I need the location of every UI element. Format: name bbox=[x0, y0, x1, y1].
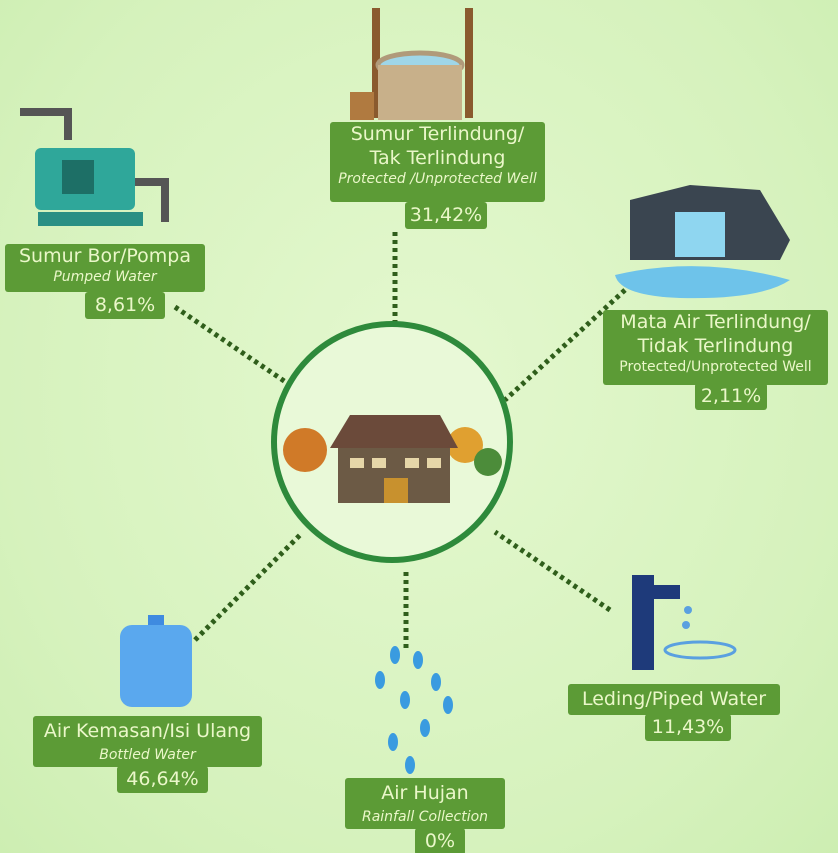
node-box: Mata Air Terlindung/ Tidak Terlindung Pr… bbox=[603, 310, 828, 385]
tap-icon bbox=[632, 575, 735, 670]
pump-icon bbox=[20, 112, 165, 226]
node-title: Tidak Terlindung bbox=[603, 334, 828, 358]
node-value: 0% bbox=[415, 828, 465, 853]
node-title: Air Kemasan/Isi Ulang bbox=[33, 716, 262, 746]
node-title: Sumur Bor/Pompa bbox=[5, 244, 205, 268]
node-title: Mata Air Terlindung/ bbox=[603, 310, 828, 334]
node-subtitle: Protected/Unprotected Well bbox=[603, 358, 828, 376]
node-subtitle: Pumped Water bbox=[5, 268, 205, 286]
node-title: Air Hujan bbox=[345, 778, 505, 808]
node-value: 31,42% bbox=[405, 202, 487, 229]
node-title: Tak Terlindung bbox=[330, 146, 545, 170]
connector bbox=[175, 307, 290, 385]
node-box: Sumur Bor/Pompa Pumped Water bbox=[5, 244, 205, 292]
connector bbox=[195, 535, 300, 640]
node-box: Air Kemasan/Isi Ulang Bottled Water bbox=[33, 716, 262, 767]
connector bbox=[495, 532, 610, 610]
rain-icon bbox=[375, 646, 453, 774]
bottle-icon bbox=[120, 615, 192, 707]
node-value: 46,64% bbox=[117, 766, 208, 793]
node-title: Leding/Piped Water bbox=[568, 684, 780, 715]
node-box: Sumur Terlindung/ Tak Terlindung Protect… bbox=[330, 122, 545, 202]
well-icon bbox=[350, 8, 473, 120]
node-subtitle: Rainfall Collection bbox=[345, 808, 505, 826]
infographic: Sumur Terlindung/ Tak Terlindung Protect… bbox=[0, 0, 838, 853]
node-value: 2,11% bbox=[695, 383, 767, 410]
node-subtitle: Bottled Water bbox=[33, 746, 262, 764]
node-subtitle: Protected /Unprotected Well bbox=[330, 170, 545, 188]
node-value: 8,61% bbox=[85, 292, 165, 319]
node-value: 11,43% bbox=[645, 714, 731, 741]
spring-icon bbox=[615, 185, 790, 298]
node-title: Sumur Terlindung/ bbox=[330, 122, 545, 146]
node-box: Leding/Piped Water bbox=[568, 684, 780, 715]
node-box: Air Hujan Rainfall Collection bbox=[345, 778, 505, 829]
